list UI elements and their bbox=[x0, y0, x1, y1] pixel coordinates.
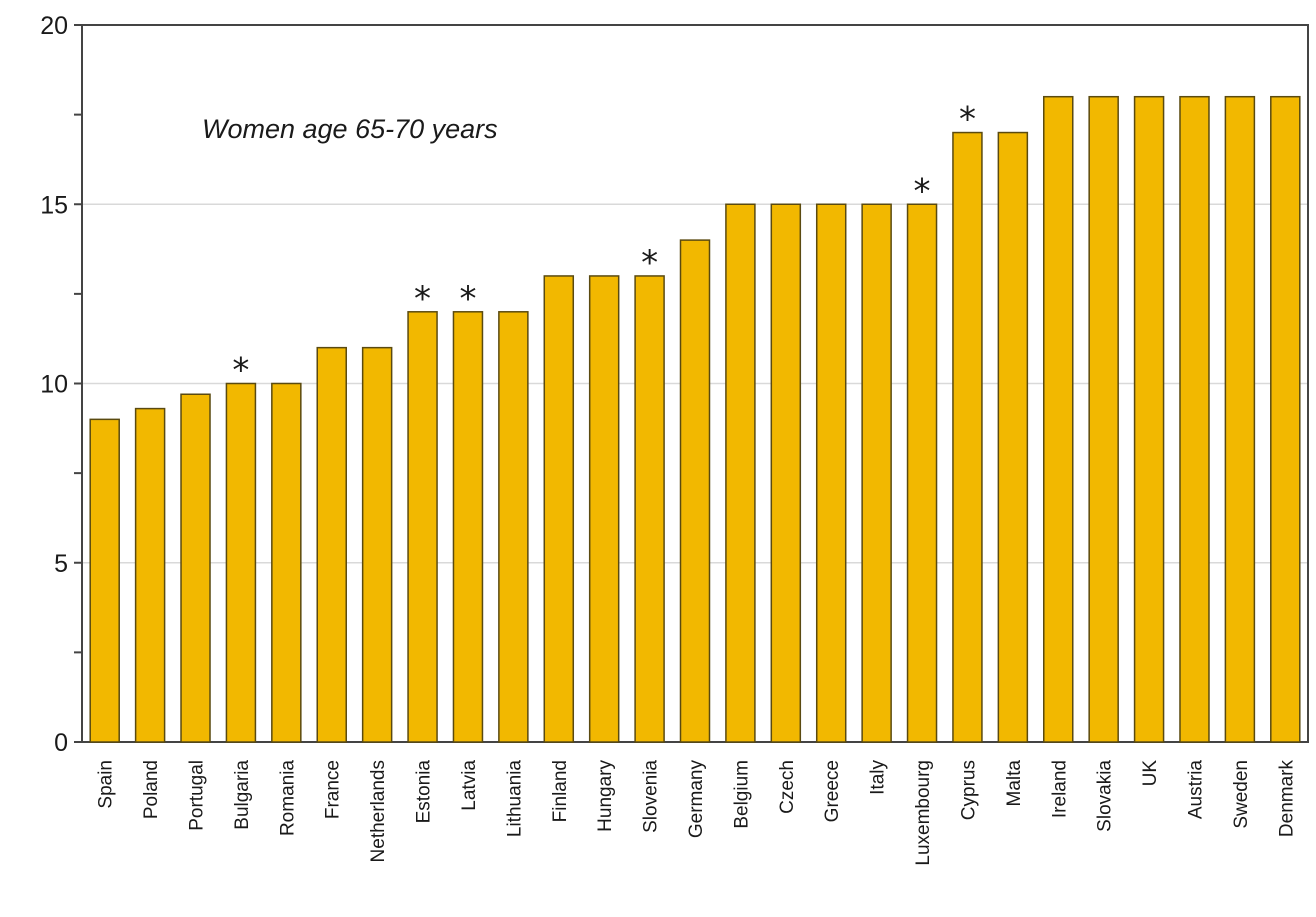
bar-romania bbox=[271, 382, 302, 743]
x-label-germany: Germany bbox=[686, 760, 707, 839]
bar-slovakia bbox=[1088, 95, 1119, 743]
bar-finland bbox=[543, 275, 575, 743]
x-label-spain: Spain bbox=[96, 760, 117, 809]
x-label-malta: Malta bbox=[1004, 760, 1025, 807]
bars bbox=[89, 95, 1301, 743]
significance-markers: * * * * * * bbox=[232, 100, 976, 391]
x-label-denmark: Denmark bbox=[1276, 760, 1297, 838]
x-label-sweden: Sweden bbox=[1231, 760, 1252, 829]
y-tick-label: 20 bbox=[40, 12, 68, 40]
x-label-ireland: Ireland bbox=[1049, 760, 1070, 818]
bar-portugal bbox=[180, 393, 211, 743]
bar-spain bbox=[89, 418, 120, 743]
marker-latvia: * bbox=[459, 279, 476, 319]
x-label-czech: Czech bbox=[777, 760, 798, 814]
x-label-italy: Italy bbox=[868, 760, 889, 795]
x-label-finland: Finland bbox=[550, 760, 571, 822]
bar-luxembourg bbox=[906, 203, 938, 743]
bar-poland bbox=[134, 407, 166, 743]
x-label-estonia: Estonia bbox=[414, 760, 435, 824]
marker-luxembourg: * bbox=[914, 171, 931, 211]
y-tick-label: 0 bbox=[54, 729, 68, 757]
y-axis-ticks: 0 5 10 15 20 bbox=[40, 12, 82, 757]
y-tick-label: 10 bbox=[40, 371, 68, 399]
x-label-lithuania: Lithuania bbox=[504, 760, 525, 838]
x-label-portugal: Portugal bbox=[187, 760, 208, 831]
x-label-poland: Poland bbox=[141, 760, 162, 819]
x-label-greece: Greece bbox=[822, 760, 843, 822]
bar-lithuania bbox=[498, 311, 529, 743]
chart-annotation: Women age 65-70 years bbox=[202, 114, 498, 144]
x-label-france: France bbox=[323, 760, 344, 819]
bar-netherlands bbox=[361, 346, 393, 743]
x-label-bulgaria: Bulgaria bbox=[232, 760, 253, 830]
x-label-slovakia: Slovakia bbox=[1095, 760, 1116, 832]
x-label-luxembourg: Luxembourg bbox=[913, 760, 934, 866]
bar-france bbox=[316, 346, 347, 743]
bar-belgium bbox=[725, 203, 756, 743]
x-label-latvia: Latvia bbox=[459, 760, 480, 811]
marker-estonia: * bbox=[414, 279, 431, 319]
bar-uk bbox=[1133, 95, 1165, 743]
bar-italy bbox=[861, 203, 892, 743]
x-label-cyprus: Cyprus bbox=[958, 760, 979, 820]
y-tick-label: 15 bbox=[40, 191, 68, 219]
x-label-slovenia: Slovenia bbox=[641, 760, 662, 833]
bar-bulgaria bbox=[225, 382, 257, 743]
bar-hungary bbox=[588, 275, 620, 743]
x-label-hungary: Hungary bbox=[595, 760, 616, 832]
bar-slovenia bbox=[634, 275, 665, 743]
bar-ireland bbox=[1043, 95, 1074, 743]
bar-malta bbox=[997, 131, 1029, 743]
x-label-austria: Austria bbox=[1185, 760, 1206, 820]
marker-slovenia: * bbox=[641, 243, 658, 283]
marker-cyprus: * bbox=[959, 100, 976, 140]
marker-bulgaria: * bbox=[232, 351, 249, 391]
bar-sweden bbox=[1224, 95, 1256, 743]
bar-czech bbox=[770, 203, 802, 743]
bar-denmark bbox=[1270, 95, 1301, 743]
bar-latvia bbox=[452, 311, 484, 743]
bar-estonia bbox=[407, 311, 438, 743]
x-label-belgium: Belgium bbox=[731, 760, 752, 829]
x-label-uk: UK bbox=[1140, 760, 1161, 787]
bar-greece bbox=[815, 203, 847, 743]
x-label-romania: Romania bbox=[277, 760, 298, 836]
x-axis-labels: Spain Poland Portugal Bulgaria Romania France… bbox=[96, 760, 1298, 866]
y-tick-label: 5 bbox=[54, 550, 68, 578]
bar-cyprus bbox=[952, 131, 983, 743]
bar-germany bbox=[679, 239, 711, 743]
bar-austria bbox=[1179, 95, 1210, 743]
x-label-netherlands: Netherlands bbox=[368, 760, 389, 862]
